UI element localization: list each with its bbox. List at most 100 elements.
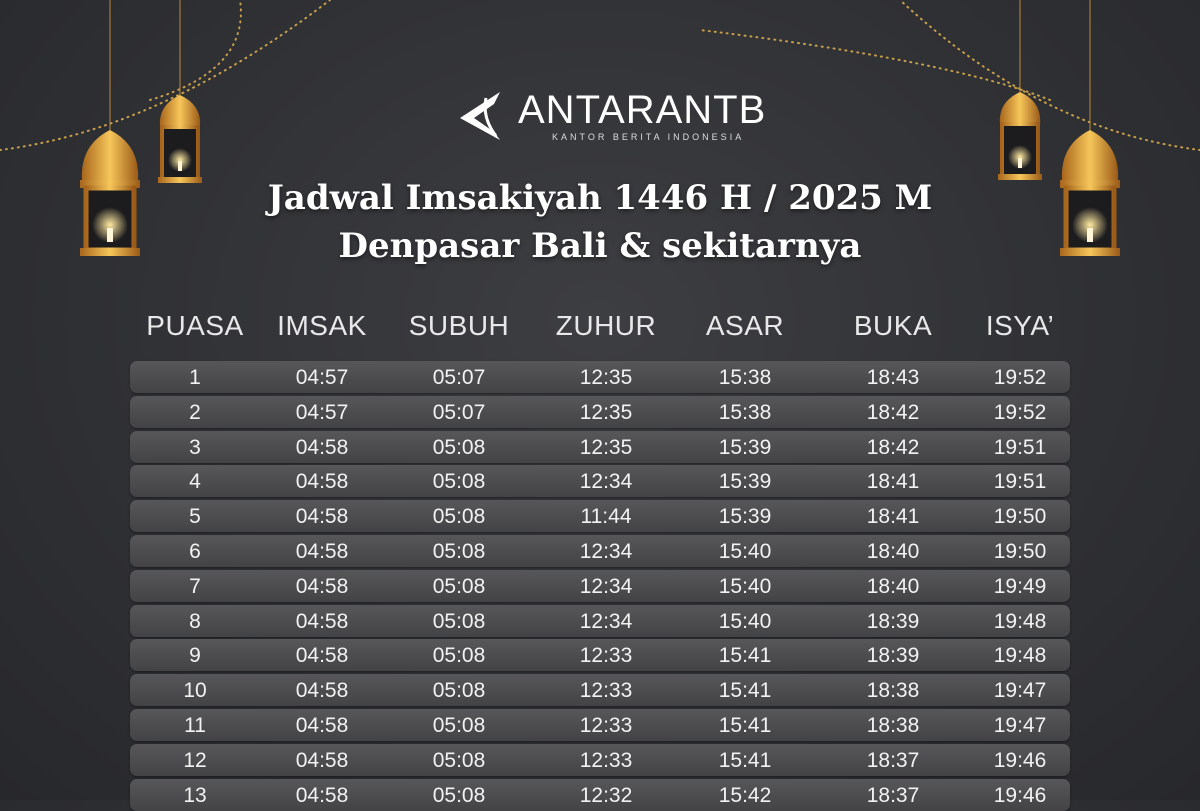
table-row: 10 04:58 05:08 12:33 15:41 18:38 19:47 <box>130 674 1070 707</box>
column-header: SUBUH <box>408 310 510 341</box>
table-cell: 19:50 <box>993 505 1047 529</box>
table-cell: 05:08 <box>432 714 486 737</box>
table-row: 1 04:57 05:07 12:35 15:38 18:43 19:52 <box>130 361 1070 393</box>
table-row: 9 04:58 05:08 12:33 15:41 18:39 19:48 <box>130 639 1070 672</box>
table-cell: 18:40 <box>866 574 920 598</box>
table-cell: 15:41 <box>718 679 772 703</box>
table-cell: 12:35 <box>579 400 633 424</box>
table-cell: 9 <box>189 644 201 668</box>
table-cell: 19:51 <box>993 470 1047 494</box>
page-subtitle: Denpasar Bali & sekitarnya <box>338 226 862 266</box>
table-cell: 4 <box>189 470 201 494</box>
table-cell: 19:46 <box>993 783 1047 807</box>
table-cell: 04:58 <box>295 609 349 633</box>
table-row: 5 04:58 05:08 11:44 15:39 18:41 19:50 <box>130 500 1070 533</box>
column-header: ZUHUR <box>555 310 657 341</box>
column-header: BUKA <box>853 310 933 341</box>
table-cell: 18:41 <box>866 470 920 494</box>
table-row: 6 04:58 05:08 12:34 15:40 18:40 19:50 <box>130 535 1070 567</box>
table-cell: 04:58 <box>295 679 349 703</box>
table-cell: 05:08 <box>432 644 486 668</box>
table-cell: 18:40 <box>866 540 920 563</box>
table-cell: 12:34 <box>579 540 633 563</box>
table-cell: 7 <box>189 574 201 598</box>
table-cell: 15:41 <box>718 748 772 772</box>
table-cell: 05:08 <box>432 783 486 807</box>
table-cell: 1 <box>189 366 201 389</box>
table-cell: 18:39 <box>866 609 920 633</box>
table-cell: 12:35 <box>579 435 633 459</box>
table-cell: 19:47 <box>993 679 1047 703</box>
table-cell: 05:08 <box>432 505 486 529</box>
table-cell: 12:33 <box>579 644 633 668</box>
table-row: 3 04:58 05:08 12:35 15:39 18:42 19:51 <box>130 430 1070 463</box>
table-cell: 05:08 <box>432 609 486 633</box>
table-cell: 18:42 <box>866 400 920 424</box>
table-cell: 05:08 <box>432 540 486 563</box>
table-cell: 19:47 <box>993 714 1047 737</box>
table-cell: 18:37 <box>866 748 920 772</box>
table-cell: 15:38 <box>718 366 772 389</box>
table-cell: 18:38 <box>866 679 920 703</box>
logo-wordmark: ANTARANTB <box>518 88 767 132</box>
table-cell: 12:32 <box>579 783 633 807</box>
column-header: ASAR <box>705 310 785 341</box>
table-cell: 18:37 <box>866 783 920 807</box>
table-row: 7 04:58 05:08 12:34 15:40 18:40 19:49 <box>130 569 1070 602</box>
table-cell: 12:34 <box>579 470 633 494</box>
table-cell: 12:33 <box>579 748 633 772</box>
table-cell: 04:58 <box>295 505 349 529</box>
table-cell: 05:07 <box>432 400 486 424</box>
table-cell: 04:58 <box>295 644 349 668</box>
table-cell: 18:39 <box>866 644 920 668</box>
table-cell: 15:39 <box>718 435 772 459</box>
table-cell: 15:38 <box>718 400 772 424</box>
table-cell: 05:07 <box>432 366 486 389</box>
table-cell: 10 <box>183 679 207 703</box>
table-cell: 12:34 <box>579 574 633 598</box>
table-cell: 15:39 <box>718 470 772 494</box>
table-cell: 19:52 <box>993 366 1047 389</box>
lantern-right-large <box>1060 130 1120 256</box>
lantern-icon <box>109 0 1091 130</box>
table-cell: 15:40 <box>718 609 772 633</box>
table-cell: 19:48 <box>993 609 1047 633</box>
table-cell: 18:38 <box>866 714 920 737</box>
column-header: IMSAK <box>277 310 367 341</box>
table-cell: 05:08 <box>432 679 486 703</box>
table-cell: 2 <box>189 400 201 424</box>
table-cell: 13 <box>183 783 207 807</box>
table-cell: 15:41 <box>718 644 772 668</box>
table-cell: 04:58 <box>295 574 349 598</box>
lantern-right-small <box>998 92 1042 180</box>
table-cell: 12:35 <box>579 366 633 389</box>
table-cell: 15:39 <box>718 505 772 529</box>
table-row: 12 04:58 05:08 12:33 15:41 18:37 19:46 <box>130 743 1070 776</box>
table-cell: 05:08 <box>432 435 486 459</box>
table-row: 8 04:58 05:08 12:34 15:40 18:39 19:48 <box>130 604 1070 637</box>
table-row: 4 04:58 05:08 12:34 15:39 18:41 19:51 <box>130 465 1070 498</box>
table-cell: 05:08 <box>432 470 486 494</box>
lantern-left-small <box>158 95 202 183</box>
table-cell: 3 <box>189 435 201 459</box>
table-cell: 04:58 <box>295 748 349 772</box>
table-cell: 19:51 <box>993 435 1047 459</box>
table-cell: 15:41 <box>718 714 772 737</box>
table-cell: 15:40 <box>718 574 772 598</box>
table-row: 11 04:58 05:08 12:33 15:41 18:38 19:47 <box>130 709 1070 741</box>
table-cell: 18:43 <box>866 366 920 389</box>
page-title: Jadwal Imsakiyah 1446 H / 2025 M <box>267 178 933 218</box>
table-cell: 04:58 <box>295 783 349 807</box>
table-cell: 19:49 <box>993 574 1047 598</box>
lantern-left-large <box>80 130 140 256</box>
table-cell: 19:48 <box>993 644 1047 668</box>
table-cell: 04:58 <box>295 540 349 563</box>
table-cell: 12:33 <box>579 679 633 703</box>
table-cell: 19:50 <box>993 540 1047 563</box>
table-cell: 11:44 <box>580 505 632 529</box>
column-header: ISYA’ <box>985 310 1055 341</box>
table-cell: 04:58 <box>295 470 349 494</box>
table-cell: 15:40 <box>718 540 772 563</box>
table-cell: 15:42 <box>718 783 772 807</box>
